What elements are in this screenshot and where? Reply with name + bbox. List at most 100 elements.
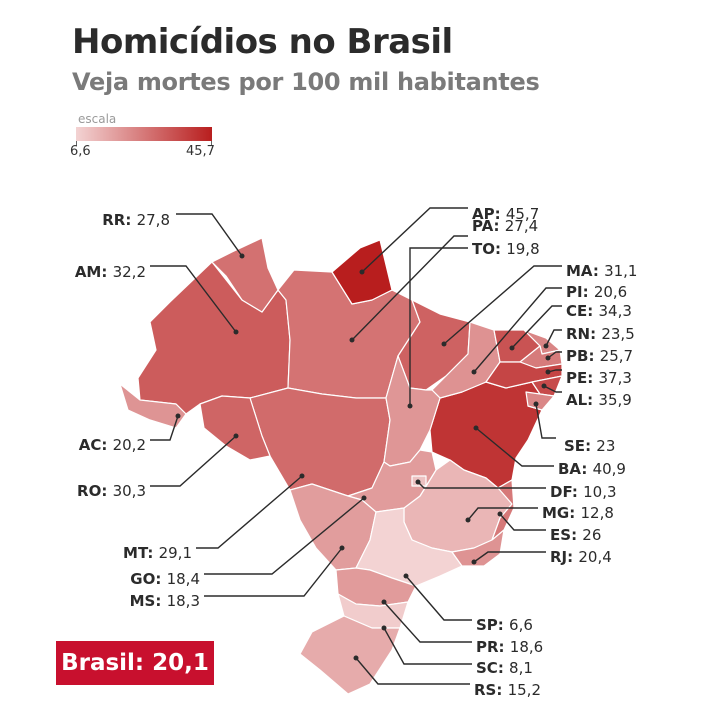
state-label-df: DF: 10,3 xyxy=(550,483,617,501)
leader-dot-ro xyxy=(233,433,239,439)
state-code: SP xyxy=(476,616,498,634)
leader-line-al xyxy=(543,385,562,393)
leader-line-to xyxy=(409,247,468,406)
state-code: PB xyxy=(566,347,588,365)
leader-dot-ma xyxy=(441,341,447,347)
state-label-pa: PA: 27,4 xyxy=(472,217,538,235)
state-label-ms: MS: 18,3 xyxy=(130,592,200,610)
leader-dot-ap xyxy=(359,269,365,275)
state-code: MA xyxy=(566,262,593,280)
state-value: 35,9 xyxy=(598,391,631,409)
state-rr xyxy=(211,237,279,313)
state-label-ac: AC: 20,2 xyxy=(79,436,146,454)
leader-dot-sp xyxy=(403,573,409,579)
leader-line-ap xyxy=(361,207,468,273)
leader-line-rj xyxy=(473,551,546,563)
leader-line-mt xyxy=(196,475,303,549)
leader-line-ma xyxy=(443,265,562,345)
state-value: 27,8 xyxy=(137,211,170,229)
state-value: 29,1 xyxy=(159,544,192,562)
leader-dot-es xyxy=(497,511,503,517)
state-value: 25,7 xyxy=(600,347,633,365)
state-label-ce: CE: 34,3 xyxy=(566,302,632,320)
state-code: MG xyxy=(542,504,569,522)
leader-line-pe xyxy=(547,369,562,373)
state-ac xyxy=(119,383,187,429)
state-value: 23,5 xyxy=(601,325,634,343)
leader-line-pb xyxy=(547,351,562,359)
state-label-pr: PR: 18,6 xyxy=(476,638,543,656)
state-label-ma: MA: 31,1 xyxy=(566,262,637,280)
state-label-rr: RR: 27,8 xyxy=(102,211,170,229)
leader-line-ba xyxy=(475,427,554,467)
state-code: BA xyxy=(558,460,581,478)
state-ma xyxy=(397,299,471,391)
state-value: 32,2 xyxy=(113,263,146,281)
state-label-al: AL: 35,9 xyxy=(566,391,632,409)
leader-line-ce xyxy=(511,305,562,349)
state-label-sp: SP: 6,6 xyxy=(476,616,533,634)
leader-dot-rj xyxy=(471,559,477,565)
state-label-pb: PB: 25,7 xyxy=(566,347,633,365)
leader-dot-al xyxy=(541,383,547,389)
state-label-ap: AP: 45,7 xyxy=(472,205,539,223)
state-code: RO xyxy=(77,482,101,500)
leader-dot-pe xyxy=(545,369,551,375)
leader-dot-rr xyxy=(239,253,245,259)
state-label-pi: PI: 20,6 xyxy=(566,283,627,301)
leader-dot-rn xyxy=(543,343,549,349)
leader-line-pi xyxy=(473,287,562,373)
leader-line-rr xyxy=(176,213,243,257)
leader-dot-se xyxy=(533,401,539,407)
state-code: PI xyxy=(566,283,583,301)
state-value: 27,4 xyxy=(505,217,538,235)
leader-dot-mg xyxy=(465,517,471,523)
state-code: AM xyxy=(75,263,102,281)
state-value: 10,3 xyxy=(583,483,616,501)
state-code: MS xyxy=(130,592,156,610)
state-code: TO xyxy=(472,240,495,258)
state-rs xyxy=(299,615,401,695)
state-label-pe: PE: 37,3 xyxy=(566,369,632,387)
leader-dot-to xyxy=(407,403,413,409)
state-label-rj: RJ: 20,4 xyxy=(550,548,612,566)
state-value: 37,3 xyxy=(598,369,631,387)
state-value: 6,6 xyxy=(509,616,533,634)
state-code: CE xyxy=(566,302,587,320)
leader-line-rs xyxy=(355,657,470,685)
brasil-total-value: 20,1 xyxy=(152,650,209,676)
leader-line-rn xyxy=(545,329,562,347)
scale-min-label: 6,6 xyxy=(70,144,91,159)
leader-dot-rs xyxy=(353,655,359,661)
brasil-total-badge: Brasil: 20,1 xyxy=(56,641,214,685)
brasil-total-label: Brasil: xyxy=(61,650,145,676)
state-code: DF xyxy=(550,483,572,501)
leader-line-sp xyxy=(405,575,472,621)
state-code: ES xyxy=(550,526,571,544)
leader-dot-am xyxy=(233,329,239,335)
state-value: 19,8 xyxy=(506,240,539,258)
state-code: PA xyxy=(472,217,494,235)
state-code: GO xyxy=(130,570,155,588)
state-value: 30,3 xyxy=(113,482,146,500)
leader-dot-df xyxy=(415,479,421,485)
map-subtitle: Veja mortes por 100 mil habitantes xyxy=(72,68,540,96)
state-label-ro: RO: 30,3 xyxy=(77,482,146,500)
state-label-rn: RN: 23,5 xyxy=(566,325,635,343)
leader-dot-ac xyxy=(175,413,181,419)
state-value: 20,2 xyxy=(113,436,146,454)
state-code: AP xyxy=(472,205,495,223)
map-title: Homicídios no Brasil xyxy=(72,22,453,62)
leader-line-ms xyxy=(204,547,343,597)
leader-line-es xyxy=(499,513,546,531)
state-value: 40,9 xyxy=(593,460,626,478)
state-rj xyxy=(451,529,505,567)
leader-line-pa xyxy=(351,235,468,341)
state-value: 18,6 xyxy=(510,638,543,656)
leader-dot-go xyxy=(361,495,367,501)
leader-line-go xyxy=(204,497,365,575)
scale-gradient-bar xyxy=(76,127,212,141)
leader-line-ro xyxy=(150,435,237,487)
state-code: PR xyxy=(476,638,499,656)
scale-max-label: 45,7 xyxy=(186,144,215,159)
